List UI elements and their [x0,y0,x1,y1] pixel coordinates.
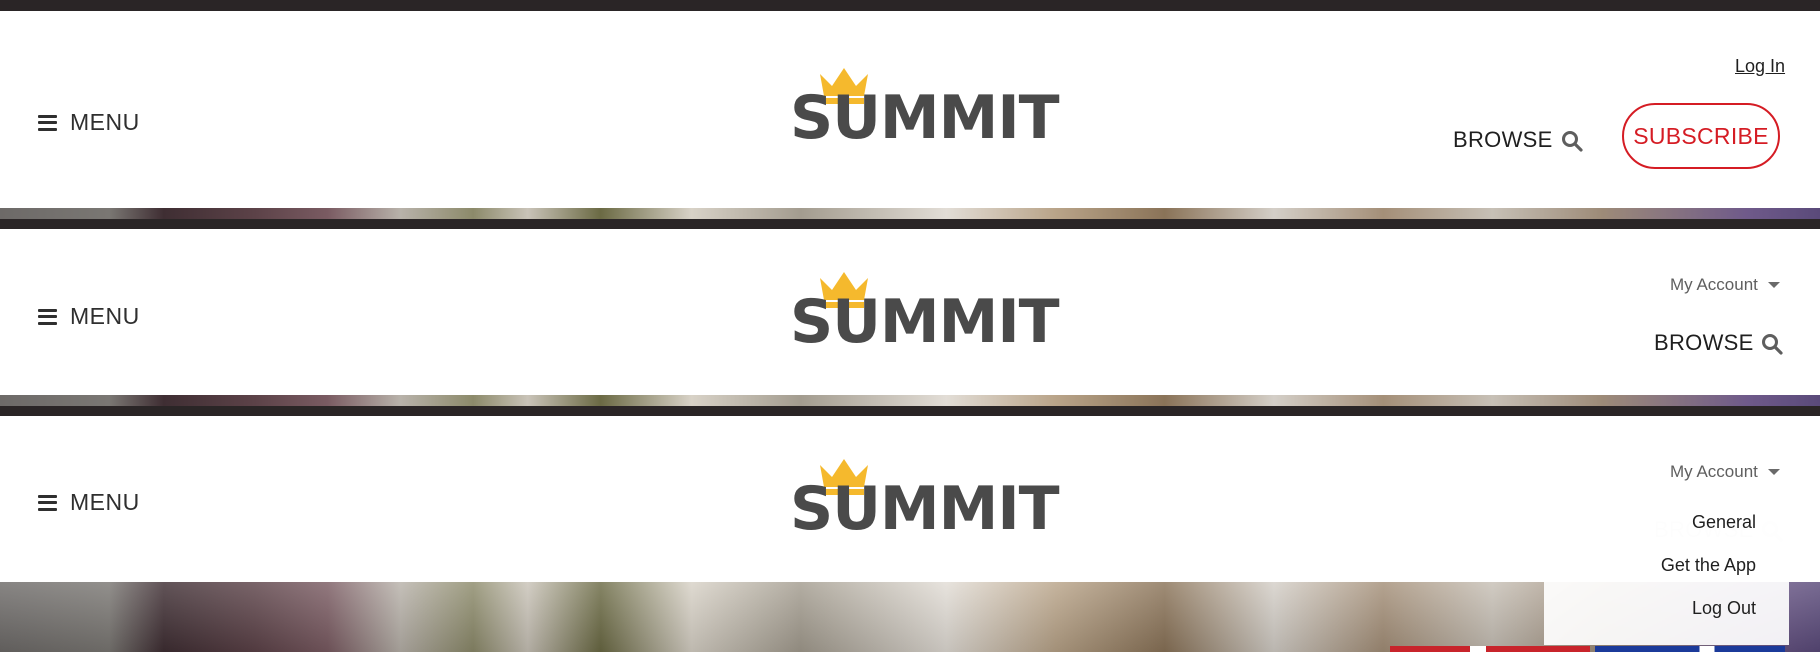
crown-icon [820,68,868,104]
my-account-label: My Account [1670,462,1758,481]
logo-wordmark: SUMMIT [790,287,1060,357]
hamburger-icon [38,308,57,325]
browse-link[interactable]: BROWSE [1654,330,1754,355]
hero-accent-red [1390,646,1590,652]
hero-image-strip [0,208,1820,219]
logo-wordmark: SUMMIT [790,474,1060,544]
menu-button[interactable]: MENU [38,303,140,330]
my-account-label: My Account [1670,275,1758,294]
hamburger-icon [38,494,57,511]
summit-logo[interactable]: SUMMIT [790,457,1060,539]
subscribe-button[interactable]: SUBSCRIBE [1622,103,1780,169]
caret-down-icon [1767,469,1780,475]
hero-image [0,582,1820,652]
account-menu-general[interactable]: General [1691,512,1756,532]
search-icon[interactable] [1761,333,1783,355]
site-header-logged-out: MENU SUMMIT Log In BROWSE SUBSCRIBE [0,11,1820,208]
browse-link[interactable]: BROWSE [1453,127,1553,152]
menu-label: MENU [70,303,140,329]
menu-button[interactable]: MENU [38,489,140,516]
crown-icon [820,459,868,495]
summit-logo[interactable]: SUMMIT [790,66,1060,148]
my-account-dropdown[interactable]: My Account [1670,275,1780,295]
hero-image-strip [0,395,1820,406]
site-header-logged-in: MENU SUMMIT My Account BROWSE [0,229,1820,395]
log-in-link[interactable]: Log In [1735,56,1786,76]
logo-wordmark: SUMMIT [790,83,1060,153]
hamburger-icon [38,114,57,131]
caret-down-icon [1767,282,1780,288]
hero-image-shade [0,582,1820,652]
site-header-account-menu-open: MENU SUMMIT My Account BROWSE [0,416,1820,582]
account-menu-get-the-app[interactable]: Get the App [1660,555,1756,575]
menu-label: MENU [70,489,140,515]
summit-logo[interactable]: SUMMIT [790,270,1060,352]
account-menu-log-out[interactable]: Log Out [1691,598,1756,618]
menu-button[interactable]: MENU [38,109,140,136]
my-account-dropdown[interactable]: My Account [1670,462,1780,482]
crown-icon [820,272,868,308]
account-dropdown-menu: General Get the App Log Out [1544,500,1789,645]
search-icon[interactable] [1561,130,1583,152]
hero-accent-blue [1595,646,1785,652]
menu-label: MENU [70,109,140,135]
